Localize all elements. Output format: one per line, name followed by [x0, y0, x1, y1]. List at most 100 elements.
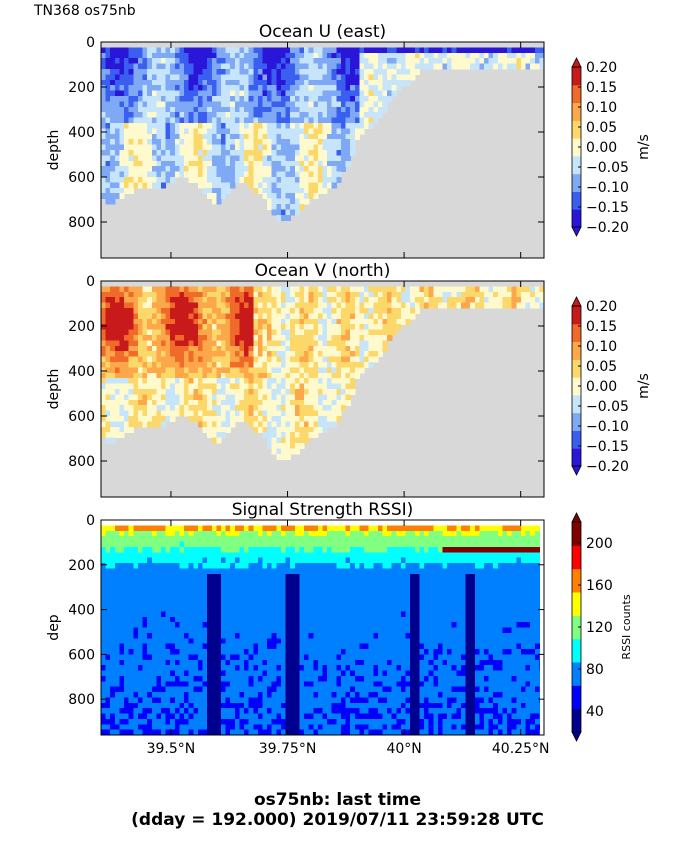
- heatmap-cell: [313, 308, 319, 314]
- heatmap-cell: [262, 579, 268, 586]
- heatmap-cell: [184, 85, 190, 92]
- heatmap-cell: [234, 150, 241, 156]
- heatmap-cell: [128, 160, 134, 167]
- heatmap-cell: [244, 139, 250, 146]
- heatmap-cell: [271, 63, 277, 70]
- heatmap-cell: [234, 627, 241, 634]
- heatmap-cell: [313, 139, 319, 146]
- heatmap-cell: [253, 611, 259, 618]
- heatmap-cell: [202, 595, 208, 602]
- heatmap-cell: [225, 182, 231, 189]
- heatmap-cell: [285, 150, 291, 156]
- heatmap-cell: [110, 128, 116, 135]
- heatmap-cell: [327, 335, 333, 341]
- heatmap-cell: [110, 101, 116, 108]
- heatmap-cell: [110, 627, 116, 634]
- heatmap-cell: [216, 101, 222, 108]
- heatmap-cell: [239, 675, 245, 682]
- heatmap-cell: [151, 552, 157, 559]
- heatmap-cell: [276, 437, 282, 444]
- heatmap-cell: [285, 426, 291, 433]
- heatmap-cell: [101, 579, 107, 586]
- heatmap-cell: [317, 324, 324, 331]
- heatmap-cell: [373, 117, 379, 124]
- heatmap-cell: [451, 47, 457, 54]
- heatmap-cell: [101, 627, 107, 634]
- heatmap-cell: [234, 372, 241, 379]
- heatmap-cell: [179, 557, 185, 564]
- heatmap-cell: [294, 198, 301, 205]
- heatmap-cell: [142, 616, 148, 623]
- heatmap-cell: [151, 324, 157, 331]
- heatmap-cell: [257, 579, 264, 586]
- heatmap-cell: [151, 155, 157, 162]
- heatmap-cell: [151, 681, 157, 688]
- heatmap-cell: [271, 291, 277, 298]
- heatmap-cell: [234, 708, 241, 715]
- heatmap-cell: [248, 69, 254, 75]
- heatmap-cell: [216, 654, 222, 661]
- heatmap-cell: [156, 362, 162, 368]
- heatmap-cell: [142, 372, 148, 379]
- heatmap-cell: [294, 177, 301, 183]
- heatmap-cell: [400, 52, 407, 59]
- heatmap-cell: [151, 697, 157, 704]
- heatmap-cell: [387, 52, 393, 59]
- heatmap-cell: [170, 150, 176, 156]
- heatmap-cell: [304, 421, 310, 428]
- heatmap-cell: [234, 302, 241, 309]
- heatmap-cell: [364, 74, 370, 81]
- heatmap-cell: [165, 106, 171, 113]
- heatmap-cell: [137, 654, 144, 661]
- heatmap-cell: [239, 144, 245, 151]
- heatmap-cell: [267, 74, 273, 81]
- heatmap-cell: [280, 117, 287, 124]
- heatmap-cell: [193, 133, 199, 140]
- heatmap-cell: [262, 302, 268, 309]
- heatmap-cell: [230, 659, 236, 666]
- heatmap-cell: [184, 530, 190, 537]
- heatmap-cell: [239, 552, 245, 559]
- heatmap-cell: [257, 595, 264, 602]
- heatmap-cell: [262, 85, 268, 92]
- heatmap-cell: [216, 286, 222, 293]
- heatmap-cell: [230, 665, 236, 672]
- heatmap-cell: [225, 394, 231, 401]
- heatmap-cell: [216, 616, 222, 623]
- heatmap-cell: [110, 563, 116, 569]
- heatmap-cell: [410, 286, 416, 293]
- heatmap-cell: [262, 171, 268, 178]
- heatmap-cell: [220, 675, 227, 682]
- heatmap-cell: [239, 372, 245, 379]
- heatmap-cell: [354, 128, 361, 135]
- heatmap-cell: [207, 58, 213, 65]
- heatmap-cell: [285, 193, 291, 200]
- heatmap-cell: [160, 313, 167, 320]
- heatmap-cell: [160, 616, 167, 623]
- heatmap-cell: [447, 47, 453, 54]
- heatmap-cell: [179, 58, 185, 65]
- heatmap-cell: [382, 47, 388, 54]
- heatmap-cell: [147, 182, 153, 189]
- heatmap-cell: [174, 106, 181, 113]
- heatmap-cell: [345, 324, 351, 331]
- heatmap-cell: [230, 421, 236, 428]
- heatmap-cell: [317, 79, 324, 86]
- heatmap-cell: [230, 643, 236, 650]
- heatmap-cell: [179, 681, 185, 688]
- heatmap-cell: [230, 568, 236, 575]
- heatmap-cell: [396, 63, 402, 70]
- heatmap-cell: [202, 697, 208, 704]
- heatmap-cell: [244, 659, 250, 666]
- heatmap-cell: [207, 729, 213, 736]
- heatmap-cell: [276, 448, 282, 455]
- heatmap-cell: [253, 702, 259, 709]
- heatmap-cell: [382, 340, 388, 347]
- heatmap-cell: [257, 405, 264, 412]
- heatmap-cell: [165, 90, 171, 97]
- heatmap-cell: [137, 563, 144, 569]
- heatmap-cell: [327, 58, 333, 65]
- heatmap-cell: [147, 552, 153, 559]
- heatmap-cell: [193, 702, 199, 709]
- heatmap-cell: [331, 313, 337, 320]
